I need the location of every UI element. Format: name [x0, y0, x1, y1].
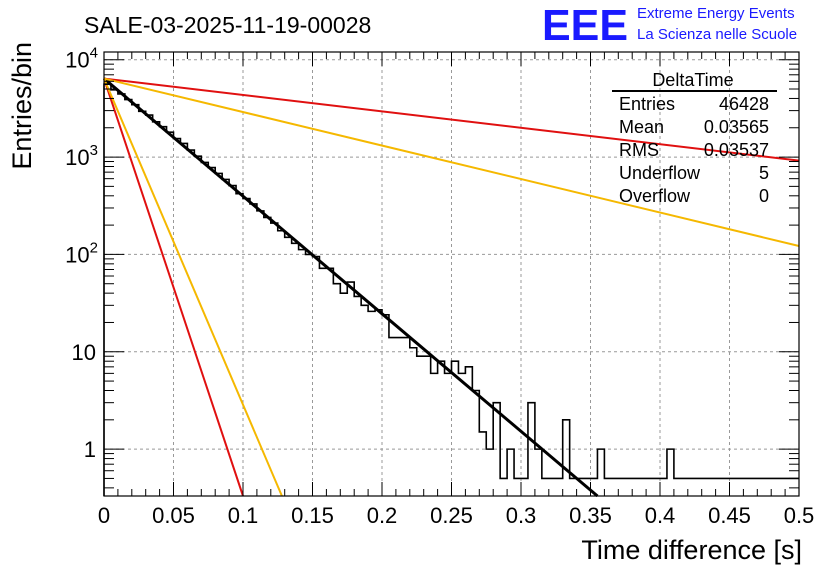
- x-tick-label: 0.2: [367, 503, 398, 528]
- stats-box: DeltaTime Entries 46428 Mean 0.03565 RMS…: [612, 70, 777, 206]
- fit-curve-orange-steep: [103, 78, 283, 497]
- stats-label-mean: Mean: [619, 117, 664, 137]
- x-tick-label: 0.15: [291, 503, 334, 528]
- histogram: [103, 83, 799, 496]
- x-axis-title: Time difference [s]: [581, 535, 802, 565]
- eee-logo-mark: EEE: [542, 1, 628, 50]
- x-tick-label: 0.4: [645, 503, 676, 528]
- x-tick-label: 0.3: [506, 503, 537, 528]
- stats-label-entries: Entries: [619, 94, 675, 114]
- stats-value-overflow: 0: [759, 186, 769, 206]
- y-tick-label: 104: [65, 45, 98, 73]
- stats-value-mean: 0.03565: [704, 117, 769, 137]
- chart-title: SALE-03-2025-11-19-00028: [84, 12, 371, 38]
- eee-logo-line2: La Scienza nelle Scuole: [637, 26, 797, 43]
- x-tick-label: 0.45: [708, 503, 751, 528]
- eee-logo-line1: Extreme Energy Events: [637, 5, 795, 22]
- y-tick-label: 10: [72, 340, 96, 365]
- stats-value-entries: 46428: [719, 94, 769, 114]
- eee-logo: EEE Extreme Energy Events La Scienza nel…: [542, 1, 797, 50]
- stats-value-underflow: 5: [759, 163, 769, 183]
- fit-curve-red-shallow: [103, 77, 800, 162]
- stats-label-overflow: Overflow: [619, 186, 691, 206]
- fit-curve-red-steep: [103, 78, 244, 497]
- y-tick-label: 103: [65, 142, 98, 170]
- x-tick-label: 0.5: [784, 503, 815, 528]
- x-tick-labels: 0 0.05 0.1 0.15 0.2 0.25 0.3 0.35 0.4 0.45 0.5: [98, 503, 814, 528]
- x-tick-label: 0.1: [228, 503, 259, 528]
- y-tick-labels: 1 10 102 103 104: [65, 45, 98, 462]
- fit-curve-orange-shallow: [103, 77, 800, 247]
- fit-curve-fit: [103, 77, 599, 498]
- y-axis-title: Entries/bin: [7, 42, 37, 170]
- x-tick-label: 0.25: [430, 503, 473, 528]
- stats-value-rms: 0.03537: [704, 140, 769, 160]
- x-tick-label: 0: [98, 503, 110, 528]
- axis-ticks: [103, 52, 800, 496]
- stats-title: DeltaTime: [652, 70, 733, 90]
- y-tick-label: 1: [84, 437, 96, 462]
- x-tick-label: 0.05: [152, 503, 195, 528]
- histogram-outline: [103, 83, 799, 496]
- stats-label-underflow: Underflow: [619, 163, 701, 183]
- x-tick-label: 0.35: [569, 503, 612, 528]
- y-tick-label: 102: [65, 239, 98, 267]
- fit-curves: [103, 77, 800, 498]
- stats-label-rms: RMS: [619, 140, 659, 160]
